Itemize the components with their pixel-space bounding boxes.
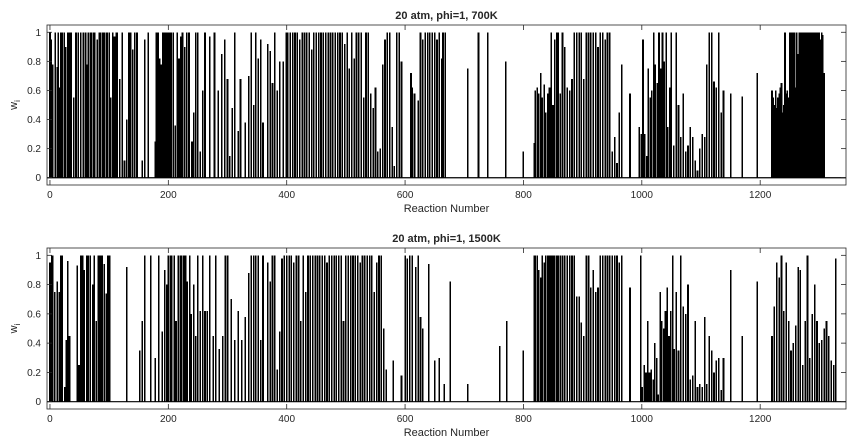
x-tick-label: 400 bbox=[278, 190, 295, 201]
y-axis-label-main: w bbox=[8, 325, 20, 334]
x-tick-label: 1000 bbox=[631, 190, 654, 201]
y-axis-label: wi bbox=[8, 323, 22, 334]
x-tick-label: 400 bbox=[278, 414, 295, 425]
x-tick-label: 800 bbox=[515, 190, 532, 201]
x-tick-label: 1000 bbox=[631, 414, 654, 425]
y-tick-label: 0.6 bbox=[27, 309, 41, 320]
x-axis-label: Reaction Number bbox=[404, 203, 490, 215]
y-tick-label: 0 bbox=[35, 173, 41, 184]
y-axis-label-main: w bbox=[8, 102, 20, 111]
y-tick-label: 0.8 bbox=[27, 280, 41, 291]
x-tick-label: 0 bbox=[47, 414, 53, 425]
x-tick-label: 200 bbox=[160, 190, 177, 201]
bar-series bbox=[49, 32, 825, 178]
y-tick-label: 0 bbox=[35, 397, 41, 408]
chart-panel-2: 0 200 400 600 800 1000 1200 0 0.2 0.4 0.6 0.8 1 20 at… bbox=[8, 233, 847, 439]
y-tick-label: 0.2 bbox=[27, 144, 41, 155]
chart-title: 20 atm, phi=1, 1500K bbox=[392, 233, 501, 245]
y-tick-label: 0.4 bbox=[27, 115, 41, 126]
axes-box bbox=[46, 247, 847, 410]
x-axis-label: Reaction Number bbox=[404, 427, 490, 439]
x-tick-label: 1200 bbox=[749, 414, 772, 425]
x-tick-label: 200 bbox=[160, 414, 177, 425]
y-axis-label-subscript: i bbox=[13, 323, 22, 325]
y-tick-label: 0.4 bbox=[27, 339, 41, 350]
y-tick-label: 1 bbox=[35, 28, 41, 39]
y-axis-label: wi bbox=[8, 100, 22, 111]
chart-title: 20 atm, phi=1, 700K bbox=[395, 10, 497, 22]
chart-panel-1: 0 200 400 600 800 1000 1200 0 0.2 0.4 0.6 0.8 1 20 at… bbox=[8, 10, 847, 215]
y-tick-label: 0.8 bbox=[27, 57, 41, 68]
x-tick-label: 1200 bbox=[749, 190, 772, 201]
y-tick-label: 0.2 bbox=[27, 368, 41, 379]
x-tick-label: 800 bbox=[515, 414, 532, 425]
x-tick-label: 0 bbox=[47, 190, 53, 201]
x-tick-label: 600 bbox=[397, 190, 414, 201]
bar-series bbox=[49, 255, 837, 402]
y-axis-label-subscript: i bbox=[13, 100, 22, 102]
x-tick-label: 600 bbox=[397, 414, 414, 425]
y-tick-label: 0.6 bbox=[27, 86, 41, 97]
y-tick-label: 1 bbox=[35, 251, 41, 262]
axes-box bbox=[46, 24, 847, 186]
